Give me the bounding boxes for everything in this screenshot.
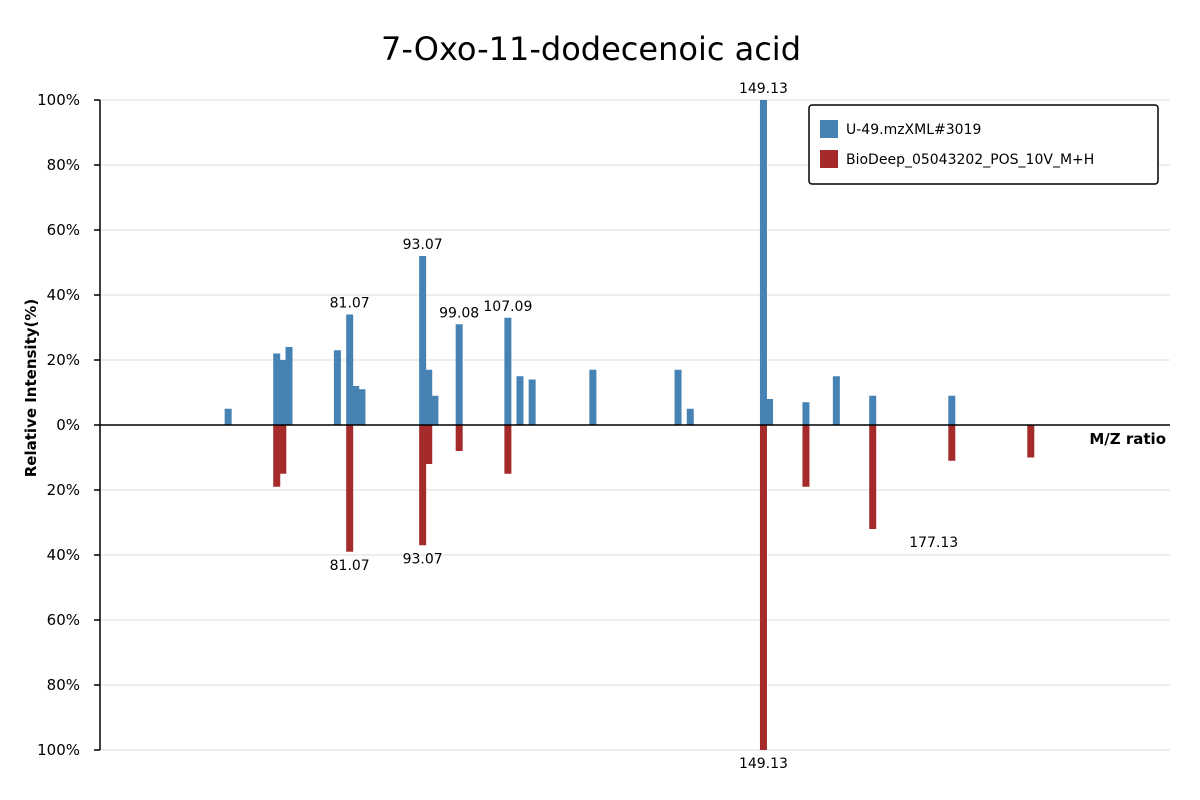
grid-lines [100, 99, 1170, 751]
query-peak-bar [948, 395, 956, 425]
reference-peak-bar [273, 425, 281, 487]
x-axis-label: M/Z ratio [1089, 430, 1166, 448]
y-tick-label: 0% [56, 416, 80, 434]
query-peak-bar [224, 408, 232, 425]
reference-peak-label: 81.07 [330, 558, 370, 574]
query-peak-bar [279, 360, 287, 425]
query-peak-bar [516, 376, 524, 425]
reference-peak-bar [504, 425, 512, 474]
reference-peak-bar [759, 425, 767, 750]
y-tick-label: 60% [47, 221, 80, 239]
query-peak-bar [352, 386, 360, 425]
y-axis-label: Relative Intensity(%) [22, 299, 40, 478]
reference-peak-bar [455, 425, 463, 451]
reference-peak-bar [802, 425, 810, 487]
query-peak-label: 93.07 [403, 237, 443, 253]
chart-title: 7-Oxo-11-dodecenoic acid [381, 30, 801, 68]
query-peak-bar [333, 350, 341, 425]
legend-box [808, 104, 1159, 185]
reference-peak-bar [948, 425, 956, 461]
query-peak-bar [419, 256, 427, 425]
y-tick-label: 80% [47, 676, 80, 694]
query-peak-bar [425, 369, 433, 425]
query-peak-bar [528, 379, 536, 425]
y-tick-label: 60% [47, 611, 80, 629]
query-peak-bar [766, 399, 774, 425]
query-peak-bar [759, 100, 767, 425]
query-peak-bar [346, 314, 354, 425]
y-tick-label: 40% [47, 286, 80, 304]
query-peak-bar [455, 324, 463, 425]
query-peak-bar [285, 347, 293, 425]
y-axis-ticks: 100% 80% 60% 40% 20% 0% 20% 40% 60% 80% 100% [37, 91, 100, 759]
y-tick-label: 20% [47, 351, 80, 369]
reference-peak-bar [419, 425, 427, 546]
reference-peak-label: 149.13 [739, 756, 788, 772]
y-tick-label: 20% [47, 481, 80, 499]
reference-peak-label: 177.13 [909, 535, 958, 551]
reference-peak-bar [425, 425, 433, 464]
query-peak-label: 107.09 [483, 299, 532, 315]
peak-bars [224, 100, 1035, 750]
query-peak-label: 81.07 [330, 296, 370, 312]
legend: U-49.mzXML#3019 BioDeep_05043202_POS_10V… [808, 104, 1159, 185]
y-tick-label: 80% [47, 156, 80, 174]
legend-swatch-query [820, 120, 838, 138]
reference-peak-bar [1027, 425, 1035, 458]
query-peak-bar [802, 402, 810, 425]
reference-peak-bar [346, 425, 354, 552]
legend-label-reference: BioDeep_05043202_POS_10V_M+H [846, 152, 1094, 168]
query-peak-bar [273, 353, 281, 425]
query-peak-label: 149.13 [739, 81, 788, 97]
y-tick-label: 100% [37, 741, 80, 759]
legend-swatch-reference [820, 150, 838, 168]
query-peak-bar [674, 369, 682, 425]
query-peak-bar [358, 389, 366, 425]
reference-peak-bar [869, 425, 877, 529]
query-peak-bar [589, 369, 597, 425]
axes [99, 100, 1170, 750]
query-peak-bar [832, 376, 840, 425]
query-peak-bar [504, 317, 512, 425]
legend-label-query: U-49.mzXML#3019 [846, 122, 981, 138]
query-peak-bar [869, 395, 877, 425]
peak-labels: 81.07 93.07 99.08 107.09 149.13 81.07 93.07 149… [330, 81, 959, 772]
y-tick-label: 40% [47, 546, 80, 564]
query-peak-bar [686, 408, 694, 425]
query-peak-label: 99.08 [439, 305, 479, 321]
y-tick-label: 100% [37, 91, 80, 109]
query-peak-bar [431, 395, 439, 425]
reference-peak-bar [279, 425, 287, 474]
reference-peak-label: 93.07 [403, 551, 443, 567]
